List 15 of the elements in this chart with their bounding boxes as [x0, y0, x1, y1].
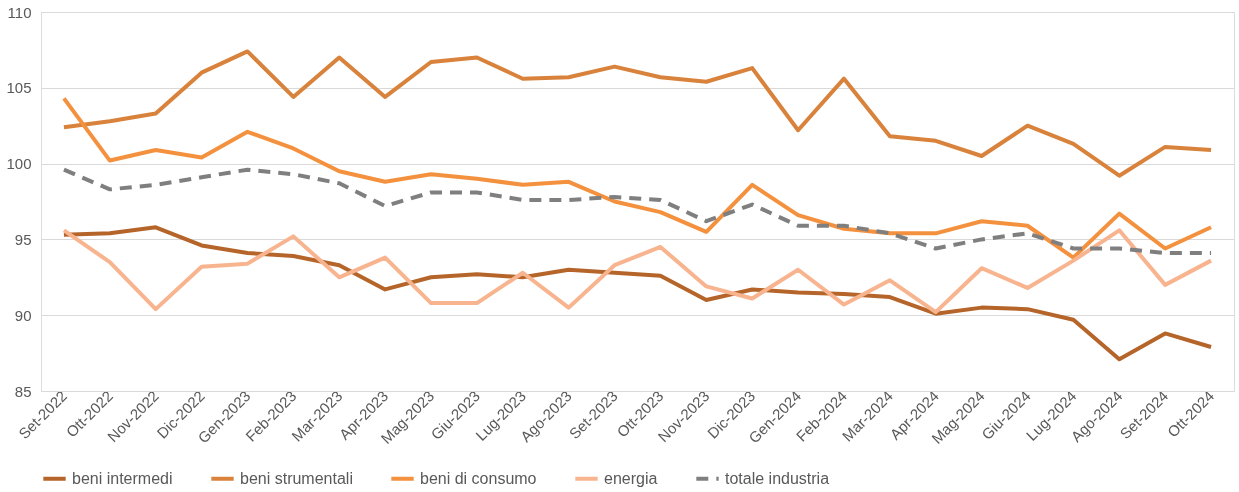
line-series	[61, 96, 1214, 260]
y-tick-label: 100	[6, 155, 32, 173]
y-tick-label: 95	[14, 230, 32, 248]
y-tick-label: 105	[6, 79, 32, 97]
y-tick-label: 90	[14, 306, 32, 324]
y-tick-label: 110	[7, 3, 32, 21]
line-series	[61, 225, 1214, 362]
line-series	[61, 49, 1214, 178]
legend-label: beni di consumo	[420, 469, 537, 487]
line-series	[61, 228, 1214, 315]
line-series	[61, 167, 1214, 256]
legend-label: totale industria	[725, 469, 830, 487]
legend-label: beni strumentali	[240, 469, 353, 487]
legend-label: energia	[604, 469, 658, 487]
legend-label: beni intermedi	[72, 469, 173, 487]
